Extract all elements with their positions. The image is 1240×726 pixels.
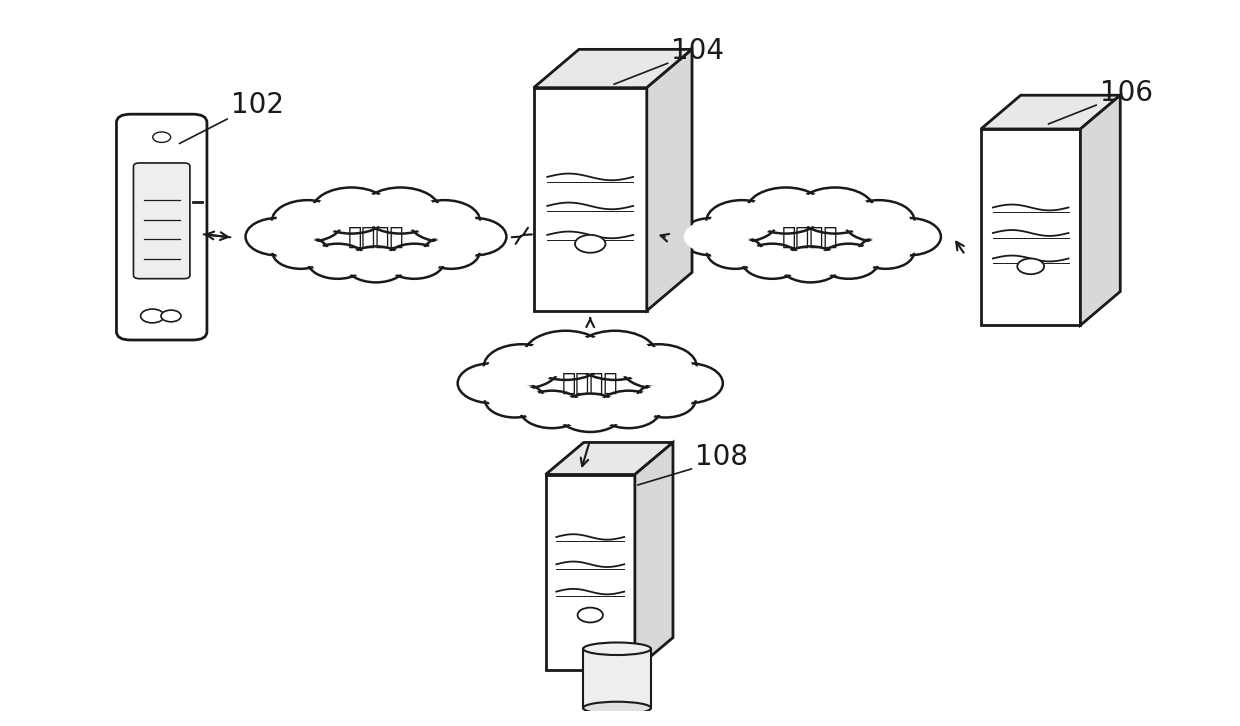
Polygon shape	[647, 49, 692, 311]
Circle shape	[523, 393, 580, 426]
Circle shape	[861, 238, 910, 267]
Circle shape	[520, 391, 584, 428]
Circle shape	[461, 366, 522, 401]
Circle shape	[784, 248, 837, 280]
Circle shape	[575, 235, 605, 253]
Circle shape	[311, 246, 365, 277]
Circle shape	[277, 238, 325, 267]
Circle shape	[858, 236, 914, 269]
Circle shape	[249, 220, 305, 253]
Circle shape	[780, 246, 841, 282]
Circle shape	[711, 238, 760, 267]
Polygon shape	[1080, 95, 1120, 325]
Ellipse shape	[583, 643, 651, 655]
Circle shape	[578, 334, 652, 377]
Polygon shape	[635, 442, 673, 669]
Circle shape	[366, 190, 435, 231]
Circle shape	[489, 347, 556, 386]
Circle shape	[707, 200, 777, 242]
Circle shape	[140, 309, 164, 323]
Circle shape	[680, 218, 744, 256]
Circle shape	[277, 203, 339, 240]
Ellipse shape	[583, 702, 651, 714]
Ellipse shape	[481, 347, 699, 425]
Text: 网络连接: 网络连接	[562, 371, 619, 395]
Circle shape	[707, 236, 764, 269]
Polygon shape	[981, 129, 1080, 325]
Circle shape	[484, 344, 559, 388]
Circle shape	[745, 246, 799, 277]
Circle shape	[443, 218, 506, 256]
Circle shape	[348, 248, 403, 280]
Circle shape	[489, 385, 542, 415]
Circle shape	[409, 200, 480, 242]
Text: 102: 102	[231, 91, 284, 119]
Circle shape	[600, 393, 657, 426]
Circle shape	[558, 393, 622, 432]
Circle shape	[843, 200, 915, 242]
Circle shape	[880, 220, 937, 253]
Circle shape	[639, 385, 692, 415]
Circle shape	[446, 220, 502, 253]
Circle shape	[458, 363, 526, 403]
FancyBboxPatch shape	[117, 114, 207, 340]
Text: 网络连接: 网络连接	[347, 224, 404, 249]
Text: 网络连接: 网络连接	[782, 224, 838, 249]
Circle shape	[636, 383, 696, 417]
Text: 106: 106	[1100, 78, 1153, 107]
Circle shape	[877, 218, 941, 256]
Ellipse shape	[267, 203, 486, 276]
Circle shape	[801, 190, 869, 231]
Circle shape	[746, 187, 825, 234]
Text: 108: 108	[694, 443, 748, 471]
Polygon shape	[546, 442, 673, 475]
Circle shape	[658, 366, 719, 401]
Circle shape	[423, 236, 480, 269]
Circle shape	[384, 244, 444, 279]
Circle shape	[388, 246, 440, 277]
Text: 104: 104	[671, 38, 724, 65]
Circle shape	[1017, 258, 1044, 274]
Circle shape	[272, 200, 343, 242]
Ellipse shape	[701, 203, 920, 276]
Circle shape	[562, 396, 619, 430]
Polygon shape	[533, 88, 647, 311]
Circle shape	[848, 203, 910, 240]
Circle shape	[818, 244, 879, 279]
Circle shape	[485, 383, 544, 417]
Circle shape	[625, 347, 692, 386]
Circle shape	[361, 187, 440, 234]
Circle shape	[312, 187, 391, 234]
Circle shape	[308, 244, 367, 279]
Circle shape	[523, 331, 608, 380]
Circle shape	[683, 220, 740, 253]
Circle shape	[596, 391, 661, 428]
FancyBboxPatch shape	[134, 163, 190, 279]
Circle shape	[345, 246, 407, 282]
Circle shape	[751, 190, 821, 231]
Circle shape	[573, 331, 657, 380]
Circle shape	[273, 236, 329, 269]
Circle shape	[413, 203, 476, 240]
Polygon shape	[583, 649, 651, 708]
Circle shape	[153, 132, 171, 142]
Polygon shape	[981, 95, 1120, 129]
Circle shape	[578, 608, 603, 622]
Circle shape	[161, 310, 181, 322]
Polygon shape	[546, 475, 635, 669]
Circle shape	[655, 363, 723, 403]
Circle shape	[621, 344, 697, 388]
Circle shape	[316, 190, 386, 231]
Polygon shape	[533, 49, 692, 88]
Circle shape	[246, 218, 309, 256]
Circle shape	[427, 238, 476, 267]
Circle shape	[711, 203, 774, 240]
Circle shape	[742, 244, 802, 279]
Circle shape	[528, 334, 603, 377]
Circle shape	[796, 187, 874, 234]
Circle shape	[822, 246, 875, 277]
